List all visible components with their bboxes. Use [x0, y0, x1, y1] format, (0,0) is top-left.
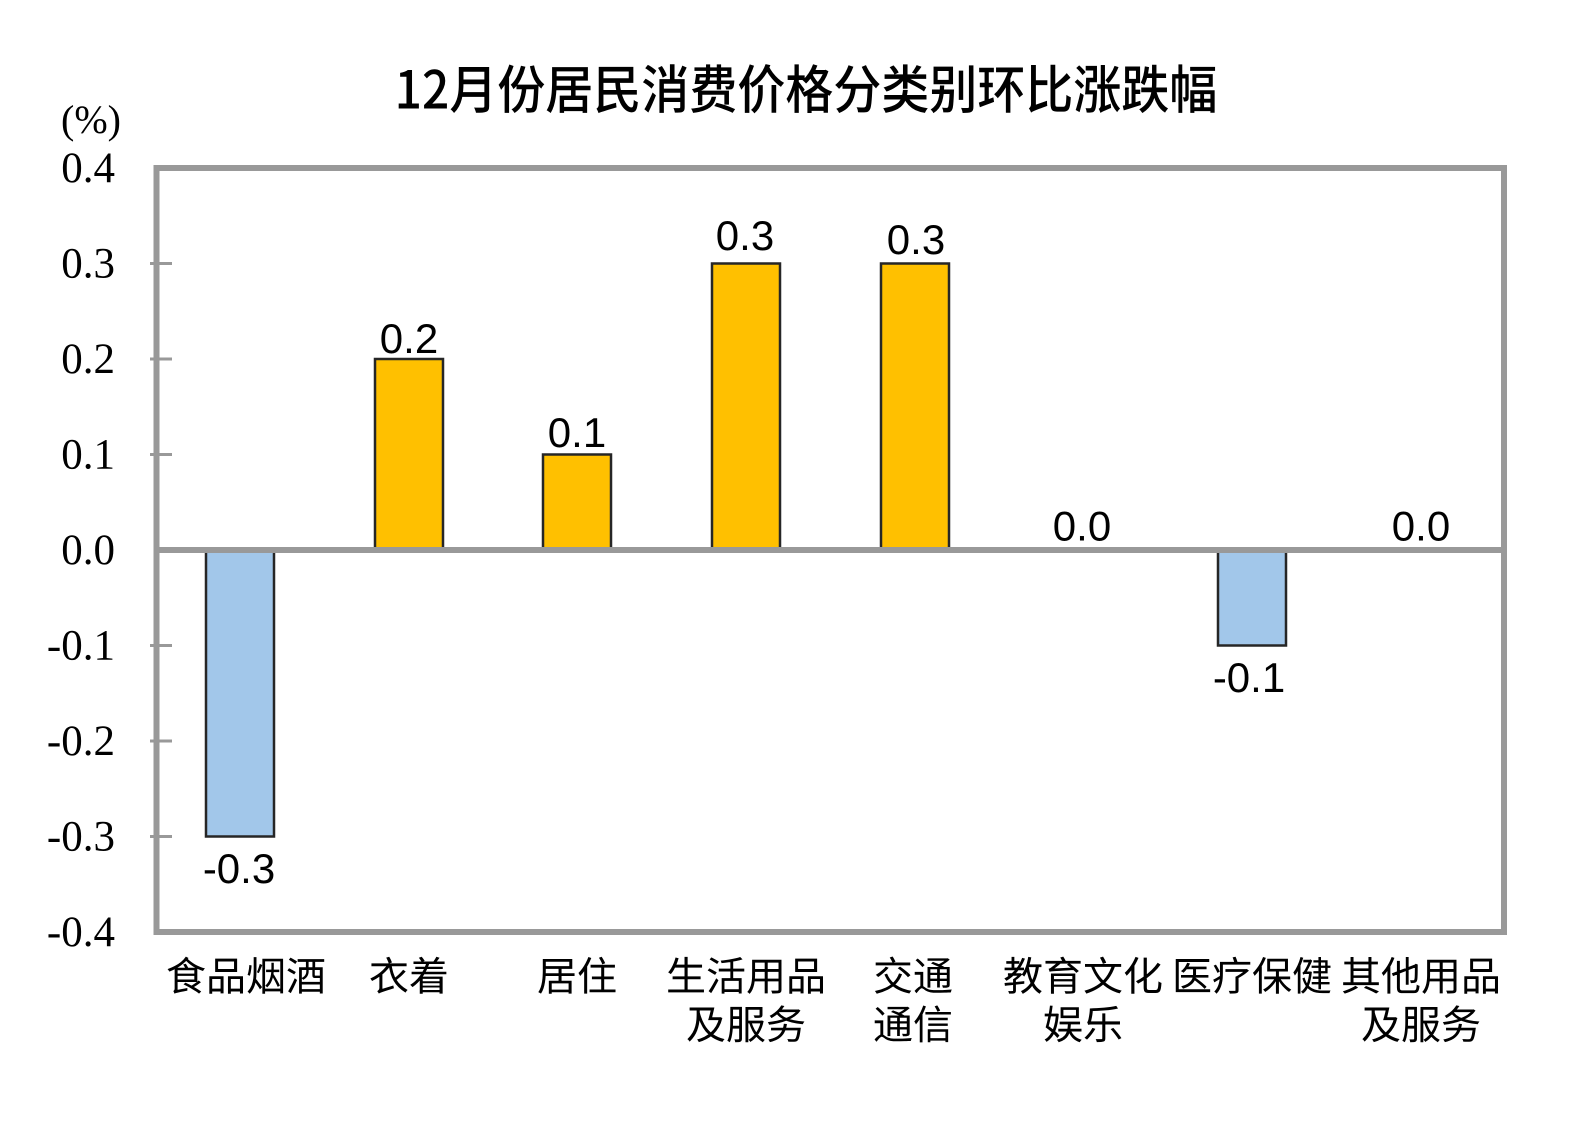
- svg-text:-0.3: -0.3: [203, 845, 275, 892]
- svg-text:0.3: 0.3: [716, 212, 774, 259]
- svg-text:0.2: 0.2: [61, 336, 115, 383]
- svg-text:0.0: 0.0: [61, 527, 115, 574]
- svg-text:0.0: 0.0: [1053, 503, 1111, 550]
- svg-text:-0.1: -0.1: [1213, 654, 1285, 701]
- svg-text:0.0: 0.0: [1392, 503, 1450, 550]
- svg-text:0.1: 0.1: [548, 409, 606, 456]
- svg-text:-0.1: -0.1: [47, 623, 115, 670]
- svg-text:0.2: 0.2: [380, 315, 438, 362]
- svg-text:0.1: 0.1: [61, 432, 115, 479]
- svg-text:(%): (%): [61, 97, 121, 142]
- svg-text:0.4: 0.4: [61, 145, 115, 192]
- svg-text:0.3: 0.3: [61, 241, 115, 288]
- svg-text:0.3: 0.3: [887, 216, 945, 263]
- svg-text:-0.4: -0.4: [47, 909, 115, 956]
- svg-text:-0.2: -0.2: [47, 718, 115, 765]
- svg-text:-0.3: -0.3: [47, 814, 115, 861]
